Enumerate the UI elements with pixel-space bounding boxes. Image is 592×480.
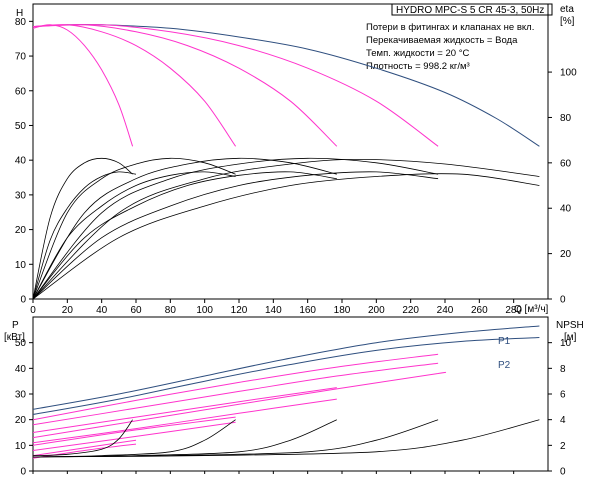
x-tick-label: 100: [196, 305, 213, 316]
x-tick-label: 240: [437, 305, 454, 316]
x-tick-label: 80: [165, 305, 177, 316]
x-tick-label: 220: [402, 305, 419, 316]
y-right-tick-label: 60: [560, 158, 572, 169]
y-left-tick-label: 80: [15, 17, 27, 28]
series-eta-line: [33, 171, 236, 299]
series-eta-line: [33, 171, 337, 299]
chart-title: HYDRO MPC-S 5 CR 45-3, 50Hz: [396, 5, 544, 16]
y-left-tick-label: 20: [15, 225, 27, 236]
series-eta-line: [33, 158, 540, 299]
note-line: Темп. жидкости = 20 °C: [366, 48, 469, 59]
series-eta-line: [33, 157, 439, 299]
series-h-pump-line: [33, 24, 134, 147]
note-line: Плотность = 998.2 кг/м³: [366, 61, 470, 72]
bottom-plot: 0 10 20 30 40 50 0 2 4 6 8 10: [15, 316, 572, 478]
x-tick-label: 140: [265, 305, 282, 316]
q-axis-label: Q [м³/ч]: [514, 304, 549, 315]
y-left-tick-label: 60: [15, 86, 27, 97]
series-p-pump-line: [33, 398, 337, 444]
series-p-pump-line: [33, 353, 439, 421]
eta-axis-unit: [%]: [560, 16, 575, 27]
series-p-pump-line: [33, 387, 337, 433]
series-eta-line: [33, 157, 337, 299]
y-right-tick-label: 4: [560, 415, 566, 426]
x-tick-label: 40: [96, 305, 108, 316]
series-eta-line: [33, 157, 133, 299]
top-plot: 0 10 20 30 40 50 60 70 80 0 20 40 60 80 100 0 20 40 60 80 10…: [15, 3, 577, 316]
y-left-tick-label: 50: [15, 338, 27, 349]
series-npsh-line: [33, 419, 540, 458]
x-tick-label: 60: [130, 305, 142, 316]
y-left-tick-label: 0: [20, 467, 26, 478]
x-tick-label: 120: [231, 305, 248, 316]
series-p-pump-line: [33, 371, 447, 439]
h-axis-label: H: [16, 8, 23, 19]
plot-frame: [32, 3, 549, 300]
series-h-pump-line: [33, 24, 237, 147]
series-h-pump-line: [33, 24, 439, 147]
x-tick-label: 280: [505, 305, 522, 316]
series-eta-line: [33, 171, 137, 299]
series-eta-line: [33, 171, 439, 299]
note-line: Потери в фитингах и клапанах не вкл.: [366, 22, 534, 33]
y-left-tick-label: 10: [15, 441, 27, 452]
series-eta-line: [33, 157, 236, 299]
series-p1-line: [33, 325, 540, 410]
series-eta-line: [33, 173, 540, 299]
y-right-tick-label: 10: [560, 338, 572, 349]
y-right-tick-label: 40: [560, 204, 572, 215]
y-left-tick-label: 30: [15, 190, 27, 201]
y-left-tick-label: 70: [15, 52, 27, 63]
y-left-tick-label: 50: [15, 121, 27, 132]
x-tick-label: 160: [299, 305, 316, 316]
y-right-tick-label: 6: [560, 390, 566, 401]
npsh-axis-unit: [м]: [564, 332, 577, 343]
y-left-tick-label: 30: [15, 390, 27, 401]
npsh-axis-label: NPSH: [556, 320, 584, 331]
x-tick-label: 20: [62, 305, 74, 316]
eta-axis-label: eta: [560, 4, 574, 15]
y-right-tick-label: 100: [560, 68, 577, 79]
series-h-pump-line: [33, 24, 338, 147]
y-right-tick-label: 20: [560, 249, 572, 260]
series-group: [33, 325, 540, 459]
y-left-tick-label: 40: [15, 156, 27, 167]
y-left-tick-label: 10: [15, 260, 27, 271]
x-tick-label: 180: [334, 305, 351, 316]
series-p2-line: [33, 337, 540, 415]
series-npsh-line: [33, 419, 133, 456]
y-right-tick-label: 80: [560, 113, 572, 124]
y-right-tick-label: 0: [560, 295, 566, 306]
y-right-tick-label: 2: [560, 441, 566, 452]
y-right-tick-label: 8: [560, 364, 566, 375]
x-tick-label: 0: [30, 305, 36, 316]
series-p-pump-line: [33, 439, 137, 457]
p-axis-label: P: [12, 320, 19, 331]
series-label-p2: P2: [498, 360, 511, 371]
p-axis-unit: [кВт]: [4, 332, 25, 343]
series-p-pump-line: [33, 416, 236, 446]
x-tick-label: 260: [471, 305, 488, 316]
series-p-pump-line: [33, 362, 439, 426]
y-right-tick-label: 0: [560, 467, 566, 478]
note-line: Перекачиваемая жидкость = Вода: [366, 35, 518, 46]
series-group: [33, 23, 540, 299]
y-left-tick-label: 20: [15, 415, 27, 426]
series-label-p1: P1: [498, 336, 511, 347]
x-tick-label: 200: [368, 305, 385, 316]
y-left-tick-label: 40: [15, 364, 27, 375]
series-p-pump-line: [33, 421, 236, 451]
y-left-tick-label: 0: [20, 295, 26, 306]
